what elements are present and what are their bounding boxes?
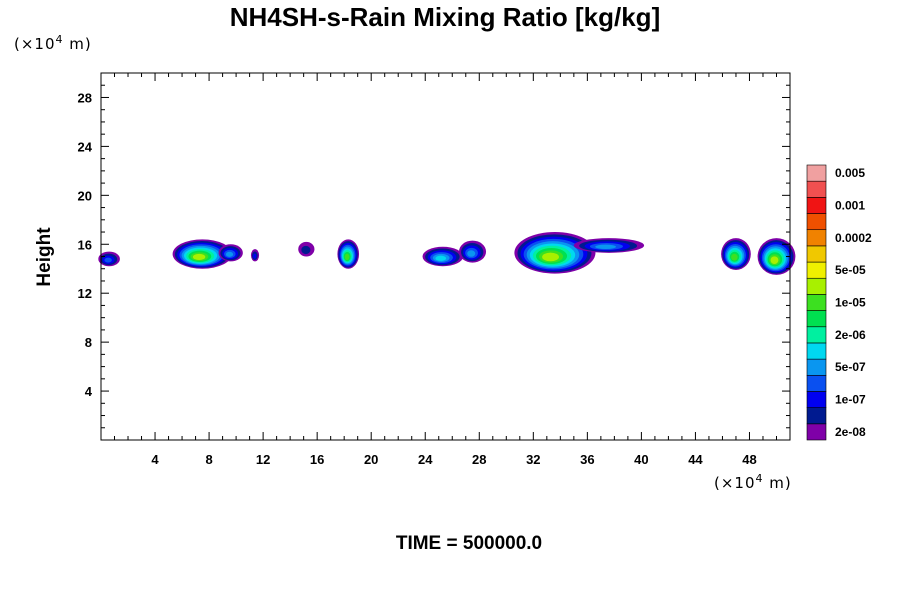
x-tick-label: 36 <box>580 452 594 467</box>
y-axis-label: Height <box>34 227 55 287</box>
y-tick-label: 12 <box>78 286 92 301</box>
y-unit-label: (×104 m) <box>14 33 92 53</box>
colorbar-swatch <box>806 164 827 182</box>
colorbar-swatch <box>806 180 827 198</box>
colorbar-swatch <box>806 245 827 263</box>
rain-cloud <box>573 238 645 253</box>
y-axis: 4 8 12 16 20 24 28 <box>78 84 790 429</box>
rain-cloud <box>218 244 243 262</box>
x-tick-label: 32 <box>526 452 540 467</box>
colorbar-label: 0.005 <box>835 166 865 180</box>
x-tick-label: 20 <box>364 452 378 467</box>
colorbar-swatch <box>806 391 827 408</box>
y-tick-label: 24 <box>78 139 93 154</box>
y-tick-label: 28 <box>78 90 92 105</box>
colorbar-swatch <box>806 213 827 231</box>
contour-level <box>225 251 234 257</box>
contour-level <box>192 253 206 261</box>
rain-cloud <box>721 238 751 270</box>
colorbar-swatch <box>806 261 827 279</box>
rain-cloud <box>98 251 120 267</box>
colorbar-swatch <box>806 342 827 360</box>
colorbar-swatch <box>806 277 827 295</box>
x-tick-label: 4 <box>151 452 159 467</box>
contour-level <box>770 256 779 264</box>
time-label: TIME = 500000.0 <box>396 533 542 554</box>
rain-cloud <box>172 239 233 269</box>
contour-level <box>104 257 112 263</box>
colorbar-label: 1e-05 <box>835 296 866 310</box>
colorbar: 2e-08 1e-07 5e-07 2e-06 1e-05 5e-05 0.0002 0.00… <box>806 164 872 441</box>
contour-level <box>595 244 616 249</box>
x-tick-label: 16 <box>310 452 324 467</box>
rain-field <box>98 232 796 275</box>
colorbar-swatch <box>806 374 827 392</box>
colorbar-swatch <box>806 326 827 344</box>
y-tick-label: 4 <box>85 384 93 399</box>
colorbar-swatch <box>806 229 827 247</box>
colorbar-label: 0.001 <box>835 198 865 212</box>
rain-cloud <box>757 238 796 275</box>
x-tick-label: 28 <box>472 452 486 467</box>
x-tick-label: 44 <box>688 452 703 467</box>
y-tick-label: 16 <box>78 237 92 252</box>
rain-cloud <box>337 239 360 269</box>
contour-level <box>253 253 257 259</box>
colorbar-label: 5e-07 <box>835 360 866 374</box>
colorbar-swatch <box>806 310 827 328</box>
rain-cloud <box>514 232 596 274</box>
contour-level <box>301 245 311 255</box>
contour-level <box>435 255 447 261</box>
x-axis: 4 8 12 16 20 24 28 32 36 40 44 48 <box>114 73 777 467</box>
x-tick-label: 40 <box>634 452 648 467</box>
colorbar-swatch <box>806 423 827 441</box>
x-unit-label: (×104 m) <box>714 472 792 492</box>
y-tick-label: 8 <box>85 335 92 350</box>
y-tick-label: 20 <box>78 188 92 203</box>
colorbar-swatch <box>806 294 827 311</box>
colorbar-label: 0.0002 <box>835 231 872 245</box>
contour-level <box>344 253 350 261</box>
colorbar-swatch <box>806 358 827 376</box>
x-tick-label: 12 <box>256 452 270 467</box>
colorbar-label: 2e-06 <box>835 328 866 342</box>
colorbar-swatch <box>806 197 827 214</box>
x-tick-label: 48 <box>742 452 756 467</box>
x-tick-label: 24 <box>418 452 433 467</box>
colorbar-label: 2e-08 <box>835 425 866 439</box>
rain-cloud <box>298 241 315 257</box>
contour-level <box>731 253 738 261</box>
rain-cloud <box>422 246 464 267</box>
contour-level <box>467 250 476 257</box>
rain-cloud <box>250 249 260 262</box>
x-tick-label: 8 <box>205 452 212 467</box>
colorbar-label: 5e-05 <box>835 263 866 277</box>
rain-cloud <box>459 240 487 263</box>
contour-level <box>542 252 559 262</box>
colorbar-label: 1e-07 <box>835 393 866 407</box>
chart-title: NH4SH-s-Rain Mixing Ratio [kg/kg] <box>230 2 660 32</box>
colorbar-swatch <box>806 407 827 425</box>
